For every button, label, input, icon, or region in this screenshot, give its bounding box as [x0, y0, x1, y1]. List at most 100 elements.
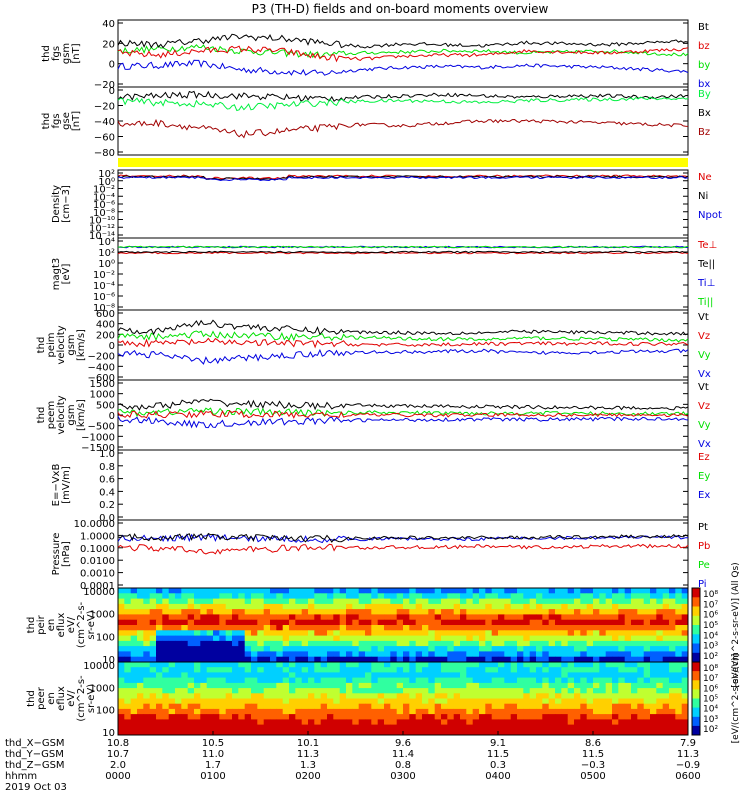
heatmap-cell	[333, 625, 340, 631]
heatmap-cell	[498, 646, 505, 652]
heatmap-cell	[586, 630, 594, 636]
heatmap-cell	[593, 598, 600, 605]
heatmap-cell	[643, 724, 651, 731]
heatmap-cell	[270, 651, 277, 658]
heatmap-cell	[586, 693, 594, 699]
heatmap-cell	[681, 635, 689, 642]
heatmap-cell	[472, 656, 480, 663]
heatmap-cell	[599, 635, 606, 642]
heatmap-cell	[365, 619, 372, 626]
heatmap-cell	[384, 630, 391, 636]
x-row-label: 2019 Oct 03	[5, 782, 67, 793]
heatmap-cell	[365, 688, 372, 694]
heatmap-cell	[270, 630, 277, 636]
heatmap-cell	[358, 688, 366, 694]
heatmap-cell	[327, 719, 334, 725]
heatmap-cell	[466, 646, 473, 652]
heatmap-cell	[517, 656, 524, 663]
heatmap-cell	[314, 662, 321, 668]
colorbar-cell	[692, 682, 700, 685]
heatmap-cell	[675, 630, 682, 636]
heatmap-cell	[244, 651, 252, 658]
heatmap-cell	[213, 588, 220, 594]
heatmap-cell	[593, 588, 600, 594]
heatmap-cell	[206, 724, 214, 731]
panel-frame	[117, 237, 689, 311]
colorbar-cell	[692, 696, 700, 699]
heatmap-cell	[523, 630, 530, 636]
heatmap-cell	[276, 714, 283, 720]
heatmap-cell	[333, 635, 340, 642]
heatmap-cell	[460, 603, 467, 610]
heatmap-cell	[415, 593, 423, 599]
heatmap-cell	[567, 619, 575, 626]
heatmap-cell	[377, 630, 385, 636]
heatmap-cell	[301, 646, 309, 652]
heatmap-cell	[612, 672, 619, 678]
heatmap-cell	[270, 662, 277, 668]
heatmap-cell	[434, 598, 442, 605]
heatmap-cell	[517, 724, 524, 731]
heatmap-cell	[656, 588, 663, 594]
heatmap-cell	[320, 598, 328, 605]
heatmap-cell	[149, 729, 157, 736]
heatmap-cell	[276, 672, 283, 678]
heatmap-cell	[390, 619, 397, 626]
heatmap-cell	[371, 603, 378, 610]
heatmap-cell	[346, 614, 353, 621]
series-Pt	[117, 532, 689, 543]
heatmap-cell	[612, 598, 619, 605]
heatmap-cell	[301, 688, 309, 694]
heatmap-cell	[555, 640, 562, 647]
heatmap-cell	[441, 609, 448, 615]
heatmap-cell	[346, 646, 353, 652]
heatmap-cell	[656, 703, 663, 710]
colorbar-cell	[692, 729, 700, 732]
heatmap-cell	[637, 651, 644, 658]
heatmap-cell	[669, 703, 676, 710]
heatmap-cell	[194, 640, 201, 647]
colorbar-cell	[692, 663, 700, 667]
heatmap-cell	[137, 724, 144, 731]
heatmap-cell	[244, 724, 252, 731]
heatmap-cell	[289, 614, 296, 621]
heatmap-cell	[599, 656, 606, 663]
heatmap-cell	[213, 625, 220, 631]
heatmap-cell	[422, 688, 429, 694]
heatmap-cell	[352, 708, 359, 715]
heatmap-cell	[498, 677, 505, 684]
heatmap-cell	[232, 609, 239, 615]
heatmap-cell	[599, 677, 606, 684]
heatmap-cell	[377, 598, 385, 605]
heatmap-cell	[308, 614, 315, 621]
heatmap-cell	[377, 662, 385, 668]
heatmap-cell	[453, 588, 461, 594]
colorbar-cell	[692, 613, 700, 617]
heatmap-cell	[593, 646, 600, 652]
heatmap-cell	[181, 672, 188, 678]
heatmap-cell	[327, 656, 334, 663]
heatmap-cell	[289, 640, 296, 647]
heatmap-cell	[574, 703, 581, 710]
heatmap-cell	[612, 651, 619, 658]
heatmap-cell	[384, 656, 391, 663]
heatmap-cell	[225, 662, 233, 668]
heatmap-cell	[523, 640, 530, 647]
heatmap-cell	[453, 682, 461, 689]
heatmap-cell	[498, 593, 505, 599]
heatmap-cell	[118, 603, 125, 610]
heatmap-cell	[428, 698, 435, 705]
heatmap-cell	[567, 729, 575, 736]
heatmap-cell	[428, 667, 435, 673]
heatmap-cell	[453, 598, 461, 605]
y-tick-label: 10.0000	[74, 519, 115, 530]
heatmap-cell	[314, 630, 321, 636]
heatmap-cell	[466, 630, 473, 636]
heatmap-cell	[257, 635, 264, 642]
heatmap-cell	[593, 677, 600, 684]
y-axis-label: [nT]	[71, 43, 82, 63]
heatmap-cell	[491, 619, 499, 626]
heatmap-cell	[124, 729, 131, 736]
heatmap-cell	[371, 588, 378, 594]
heatmap-cell	[232, 614, 239, 621]
